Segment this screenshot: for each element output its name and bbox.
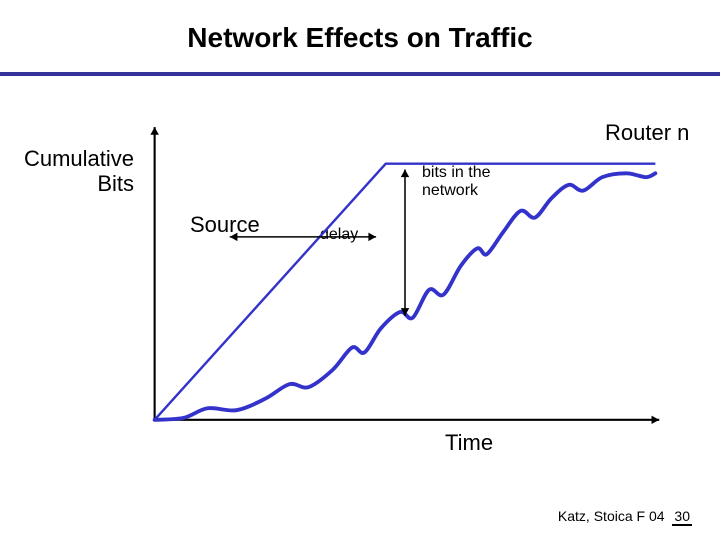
footer: Katz, Stoica F 04 30 <box>558 508 692 526</box>
y-axis-label-line1: Cumulative <box>24 146 134 171</box>
y-axis-label-line2: Bits <box>97 171 134 196</box>
slide-title: Network Effects on Traffic <box>0 22 720 54</box>
y-axis-label: Cumulative Bits <box>14 146 134 197</box>
title-rule <box>0 72 720 76</box>
footer-text: Katz, Stoica F 04 <box>558 508 665 524</box>
chart-svg <box>145 120 665 450</box>
page-number: 30 <box>672 508 692 526</box>
chart <box>145 120 665 420</box>
